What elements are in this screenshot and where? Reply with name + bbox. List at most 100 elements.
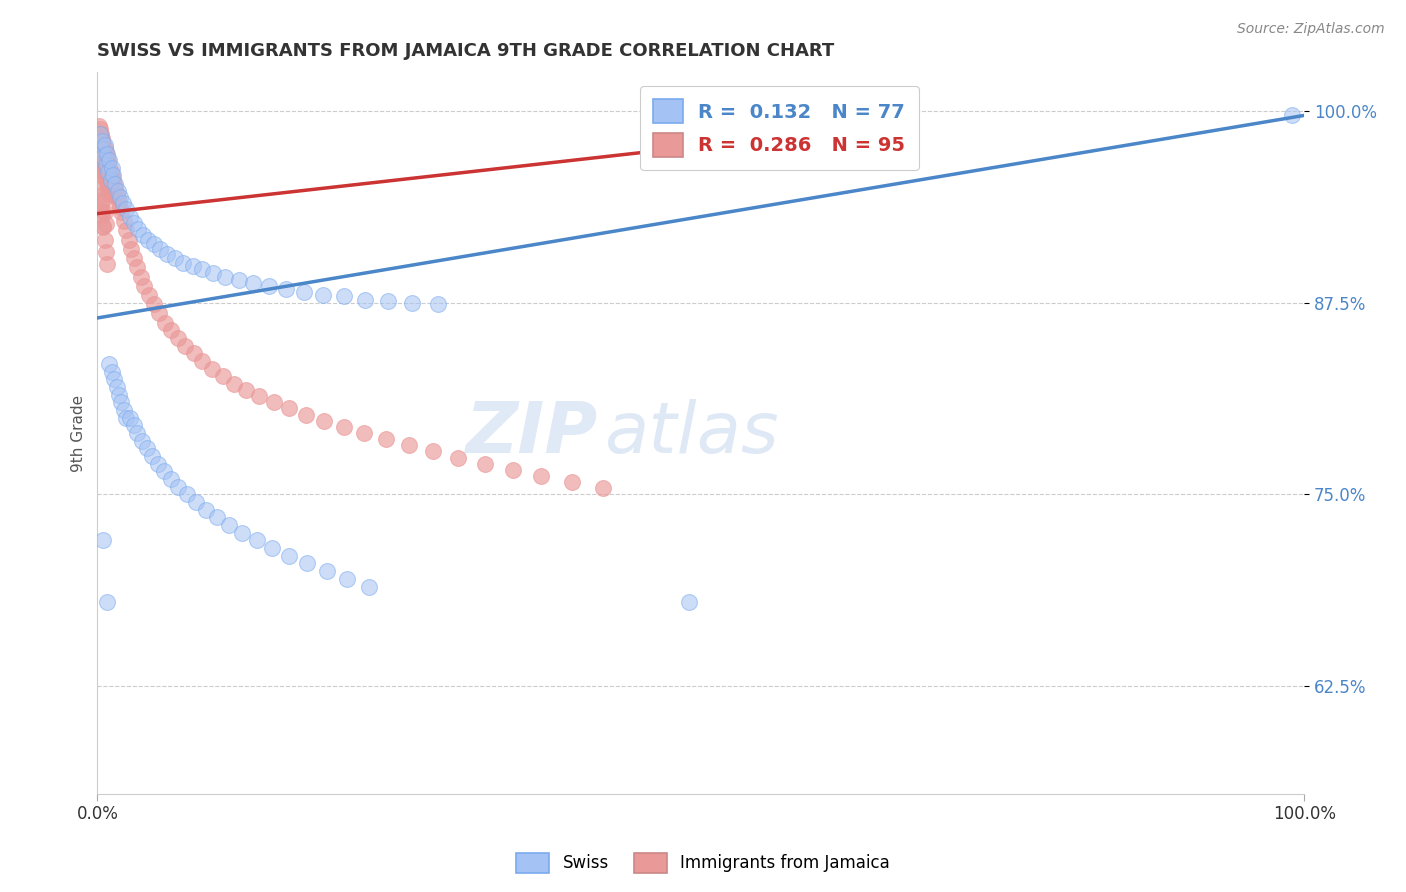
Point <box>110 190 132 204</box>
Point <box>278 549 301 563</box>
Point <box>202 267 225 281</box>
Point <box>156 246 179 260</box>
Point <box>98 357 121 371</box>
Point <box>105 380 128 394</box>
Point <box>167 480 190 494</box>
Point <box>89 137 111 152</box>
Point <box>96 165 118 179</box>
Point <box>101 168 124 182</box>
Point <box>143 297 166 311</box>
Point <box>152 464 174 478</box>
Point <box>374 432 396 446</box>
Point <box>115 223 138 237</box>
Point <box>246 533 269 548</box>
Point <box>135 442 157 456</box>
Point <box>122 418 145 433</box>
Point <box>678 595 700 609</box>
Point <box>131 434 153 448</box>
Point <box>108 387 131 401</box>
Point <box>93 152 115 166</box>
Point <box>101 173 124 187</box>
Text: Source: ZipAtlas.com: Source: ZipAtlas.com <box>1237 22 1385 37</box>
Point <box>1281 108 1303 122</box>
Point <box>163 251 186 265</box>
Point <box>87 146 110 161</box>
Point <box>97 154 120 169</box>
Point <box>107 184 129 198</box>
Point <box>214 269 236 284</box>
Point <box>93 156 115 170</box>
Point <box>97 165 120 179</box>
Point <box>201 361 224 376</box>
Point <box>160 323 183 337</box>
Point <box>93 140 115 154</box>
Point <box>191 261 214 276</box>
Point <box>263 395 285 409</box>
Point <box>148 306 170 320</box>
Point <box>172 256 194 270</box>
Point <box>592 481 614 495</box>
Point <box>191 354 214 368</box>
Point <box>181 259 204 273</box>
Point <box>96 150 118 164</box>
Point <box>104 182 127 196</box>
Point <box>354 293 377 307</box>
Point <box>110 201 132 215</box>
Point <box>186 495 208 509</box>
Point <box>90 188 112 202</box>
Point <box>97 169 120 184</box>
Point <box>136 233 159 247</box>
Point <box>98 153 121 167</box>
Point <box>274 282 297 296</box>
Point <box>91 159 114 173</box>
Point <box>94 244 117 259</box>
Point <box>129 269 152 284</box>
Point <box>297 557 319 571</box>
Point <box>530 469 553 483</box>
Point <box>118 210 141 224</box>
Point <box>146 457 169 471</box>
Point <box>97 182 120 196</box>
Point <box>91 146 114 161</box>
Point <box>91 203 114 218</box>
Point <box>112 214 135 228</box>
Point <box>111 195 134 210</box>
Point <box>93 168 115 182</box>
Legend: Swiss, Immigrants from Jamaica: Swiss, Immigrants from Jamaica <box>509 847 897 880</box>
Point <box>127 222 149 236</box>
Point <box>377 294 399 309</box>
Point <box>96 595 118 609</box>
Point <box>315 564 337 578</box>
Point <box>118 233 141 247</box>
Point <box>127 425 149 440</box>
Point <box>127 260 149 275</box>
Point <box>104 178 127 192</box>
Point <box>401 295 423 310</box>
Point <box>94 145 117 160</box>
Point <box>118 410 141 425</box>
Point <box>426 297 449 311</box>
Point <box>153 316 176 330</box>
Point <box>176 487 198 501</box>
Point <box>183 346 205 360</box>
Point <box>93 137 115 152</box>
Point <box>89 127 111 141</box>
Point <box>205 510 228 524</box>
Point <box>105 186 128 201</box>
Point <box>218 518 240 533</box>
Point <box>134 278 156 293</box>
Point <box>212 369 235 384</box>
Point <box>87 119 110 133</box>
Point <box>332 420 354 434</box>
Point <box>90 142 112 156</box>
Point <box>89 150 111 164</box>
Point <box>98 159 121 173</box>
Point <box>108 195 131 210</box>
Point <box>132 228 155 243</box>
Point <box>101 184 124 198</box>
Point <box>242 276 264 290</box>
Point <box>100 163 122 178</box>
Point <box>228 272 250 286</box>
Point <box>93 205 115 219</box>
Point <box>90 153 112 167</box>
